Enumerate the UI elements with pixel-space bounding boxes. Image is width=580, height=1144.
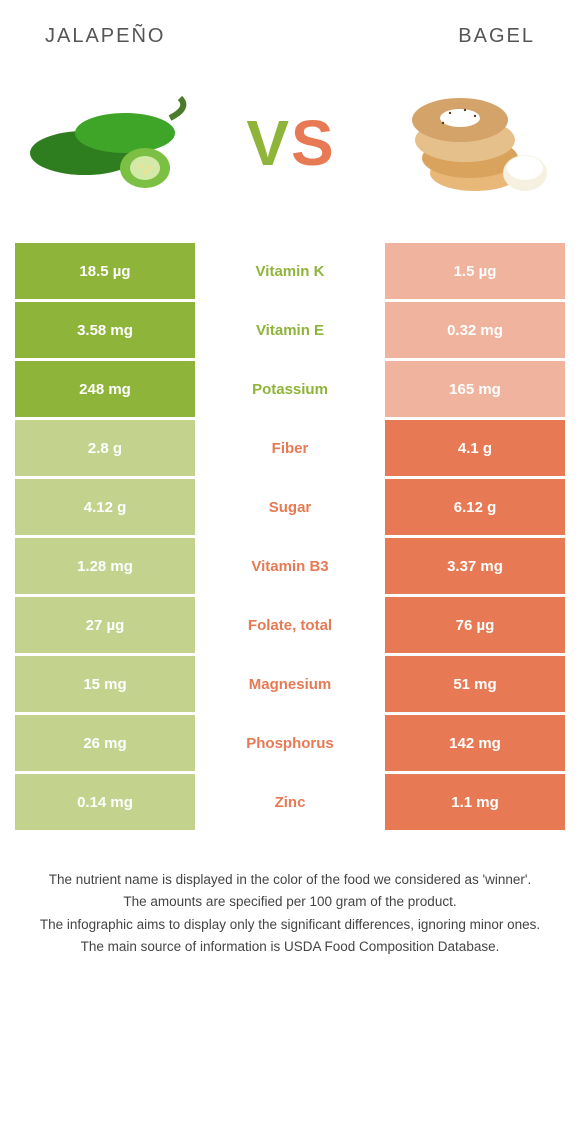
table-row: 248 mgPotassium165 mg [15, 361, 565, 417]
table-row: 15 mgMagnesium51 mg [15, 656, 565, 712]
left-value: 4.12 g [15, 479, 195, 535]
left-value: 27 µg [15, 597, 195, 653]
right-value: 6.12 g [385, 479, 565, 535]
table-row: 0.14 mgZinc1.1 mg [15, 774, 565, 830]
left-value: 2.8 g [15, 420, 195, 476]
right-value: 76 µg [385, 597, 565, 653]
nutrient-label: Magnesium [195, 656, 385, 712]
right-value: 3.37 mg [385, 538, 565, 594]
right-value: 51 mg [385, 656, 565, 712]
table-row: 18.5 µgVitamin K1.5 µg [15, 243, 565, 299]
left-value: 3.58 mg [15, 302, 195, 358]
footer-line: The amounts are specified per 100 gram o… [25, 892, 555, 912]
table-row: 2.8 gFiber4.1 g [15, 420, 565, 476]
footer-notes: The nutrient name is displayed in the co… [15, 870, 565, 957]
left-value: 0.14 mg [15, 774, 195, 830]
left-value: 15 mg [15, 656, 195, 712]
left-value: 1.28 mg [15, 538, 195, 594]
right-value: 142 mg [385, 715, 565, 771]
comparison-table: 18.5 µgVitamin K1.5 µg3.58 mgVitamin E0.… [15, 243, 565, 830]
table-row: 27 µgFolate, total76 µg [15, 597, 565, 653]
nutrient-label: Vitamin E [195, 302, 385, 358]
vs-s: S [291, 111, 334, 175]
footer-line: The nutrient name is displayed in the co… [25, 870, 555, 890]
left-title: JALAPEÑO [45, 25, 165, 48]
nutrient-label: Fiber [195, 420, 385, 476]
left-value: 18.5 µg [15, 243, 195, 299]
images-row: V S [15, 78, 565, 208]
vs-v: V [246, 111, 289, 175]
vs-label: V S [246, 111, 333, 175]
right-value: 1.1 mg [385, 774, 565, 830]
nutrient-label: Zinc [195, 774, 385, 830]
right-value: 1.5 µg [385, 243, 565, 299]
jalapeno-image [25, 78, 205, 208]
right-title: BAGEL [458, 25, 535, 48]
table-row: 1.28 mgVitamin B33.37 mg [15, 538, 565, 594]
left-value: 248 mg [15, 361, 195, 417]
nutrient-label: Phosphorus [195, 715, 385, 771]
nutrient-label: Sugar [195, 479, 385, 535]
table-row: 26 mgPhosphorus142 mg [15, 715, 565, 771]
nutrient-label: Vitamin B3 [195, 538, 385, 594]
right-value: 4.1 g [385, 420, 565, 476]
nutrient-label: Vitamin K [195, 243, 385, 299]
right-value: 165 mg [385, 361, 565, 417]
footer-line: The infographic aims to display only the… [25, 915, 555, 935]
header: JALAPEÑO BAGEL [15, 25, 565, 48]
left-value: 26 mg [15, 715, 195, 771]
table-row: 4.12 gSugar6.12 g [15, 479, 565, 535]
right-value: 0.32 mg [385, 302, 565, 358]
nutrient-label: Folate, total [195, 597, 385, 653]
nutrient-label: Potassium [195, 361, 385, 417]
bagel-image [375, 78, 555, 208]
footer-line: The main source of information is USDA F… [25, 937, 555, 957]
table-row: 3.58 mgVitamin E0.32 mg [15, 302, 565, 358]
